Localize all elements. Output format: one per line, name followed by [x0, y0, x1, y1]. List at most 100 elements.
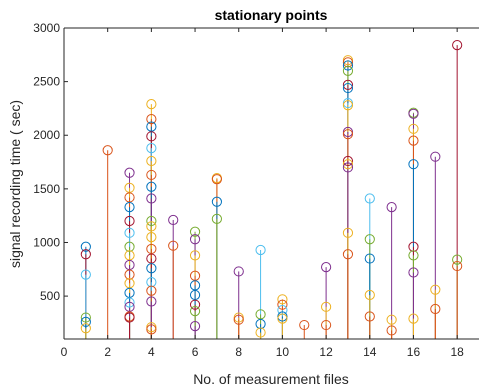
stem-marker-29 [146, 169, 157, 181]
x-tick-label-4: 8 [235, 345, 242, 359]
stem-marker-79 [342, 82, 354, 94]
stem-marker-106 [430, 151, 441, 162]
stem-marker-90 [364, 234, 375, 245]
x-tick-label-2: 4 [148, 345, 155, 359]
stem-marker-64 [255, 327, 266, 338]
stem-marker-93 [364, 311, 375, 322]
x-tick-group: 0 2 4 6 8 10 12 14 16 18 [61, 28, 464, 359]
stem-marker-101 [408, 159, 419, 170]
y-axis-label: signal recording time ( sec) [7, 100, 23, 268]
stem-marker-51 [189, 299, 201, 310]
stem-marker-63 [255, 318, 266, 330]
stem-marker-83 [342, 129, 354, 140]
stem-marker-91 [364, 253, 375, 264]
stem-marker-105 [408, 313, 419, 324]
stem-marker-33 [146, 221, 157, 232]
stem-marker-6 [102, 145, 113, 156]
y-tick-group: 500 1000 1500 2000 2500 3000 [33, 21, 68, 303]
x-tick-label-0: 0 [61, 345, 68, 359]
stem-marker-38 [146, 277, 157, 288]
stem-marker-60 [233, 314, 244, 325]
stem-marker-31 [146, 193, 157, 204]
y-tick-label-3: 2000 [33, 128, 60, 142]
stem-marker-72 [321, 301, 332, 312]
stem-marker-24 [146, 114, 157, 125]
stem-marker-66 [277, 299, 288, 310]
stem-marker-86 [342, 162, 354, 173]
x-tick-label-6: 12 [319, 345, 333, 359]
stem-marker-96 [386, 325, 397, 336]
stem-marker-89 [364, 193, 375, 204]
x-tick-label-3: 6 [192, 345, 199, 359]
stem-marker-109 [452, 40, 463, 51]
stem-marker-55 [211, 174, 222, 185]
stem-marker-99 [408, 123, 419, 134]
x-tick-label-9: 18 [450, 345, 464, 359]
stem-marker-85 [342, 159, 354, 170]
stem-marker-16 [124, 269, 135, 280]
stem-marker-28 [146, 155, 157, 167]
stem-marker-19 [124, 297, 135, 308]
stem-marker-1 [80, 249, 91, 260]
stem-marker-81 [342, 100, 354, 111]
stem-marker-10 [124, 201, 135, 213]
stem-marker-57 [211, 213, 222, 224]
x-tick-label-5: 10 [276, 345, 290, 359]
stem-marker-4 [80, 316, 91, 327]
stem-marker-98 [408, 108, 419, 119]
stem-marker-37 [146, 263, 157, 274]
y-tick-label-4: 2500 [33, 75, 60, 89]
stem-marker-94 [386, 201, 397, 213]
stem-marker-52 [189, 306, 201, 317]
stem-marker-0 [80, 241, 91, 252]
stem-marker-75 [342, 57, 354, 68]
stem-marker-88 [342, 249, 354, 260]
stem-marker-13 [124, 241, 135, 252]
stem-marker-26 [146, 131, 157, 142]
stem-marker-73 [321, 319, 332, 331]
stem-marker-39 [146, 285, 157, 296]
y-tick-label-5: 3000 [33, 21, 60, 35]
stem-marker-34 [146, 232, 157, 243]
stem-marker-100 [408, 135, 419, 146]
stem-marker-46 [189, 234, 201, 245]
x-axis-label: No. of measurement files [193, 371, 349, 387]
stem-marker-12 [124, 227, 135, 238]
stem-marker-67 [277, 304, 288, 316]
stem-marker-61 [255, 244, 266, 256]
stem-marker-40 [146, 296, 157, 307]
stem-marker-103 [408, 250, 419, 261]
stem-marker-95 [386, 314, 397, 325]
axes-group [63, 27, 479, 340]
stem-marker-22 [124, 312, 135, 323]
stem-marker-2 [80, 269, 91, 280]
stem-marker-69 [277, 313, 288, 324]
stem-marker-70 [299, 319, 310, 331]
stem-marker-76 [342, 60, 354, 71]
stem-marker-47 [189, 250, 201, 261]
stem-marker-43 [168, 214, 179, 226]
stem-marker-104 [408, 267, 419, 278]
stem-marker-7 [124, 167, 135, 178]
x-tick-label-1: 2 [104, 345, 111, 359]
stem-marker-111 [452, 260, 463, 272]
y-tick-label-1: 1000 [33, 235, 60, 249]
stem-marker-87 [342, 227, 354, 238]
stem-marker-23 [146, 99, 157, 110]
stem-marker-44 [168, 240, 179, 251]
stem-marker-84 [342, 155, 354, 167]
stem-marker-71 [321, 262, 332, 273]
stem-marker-42 [146, 324, 157, 335]
stem-marker-92 [364, 289, 375, 301]
stem-marker-32 [146, 215, 157, 227]
stem-marker-3 [80, 312, 91, 323]
stem-marker-45 [189, 226, 201, 237]
stem-marker-102 [408, 241, 419, 252]
stem-marker-107 [430, 284, 441, 295]
stem-marker-108 [430, 303, 441, 315]
stem-marker-11 [124, 215, 135, 227]
stem-marker-5 [80, 323, 91, 334]
y-tick-label-0: 500 [40, 289, 60, 303]
